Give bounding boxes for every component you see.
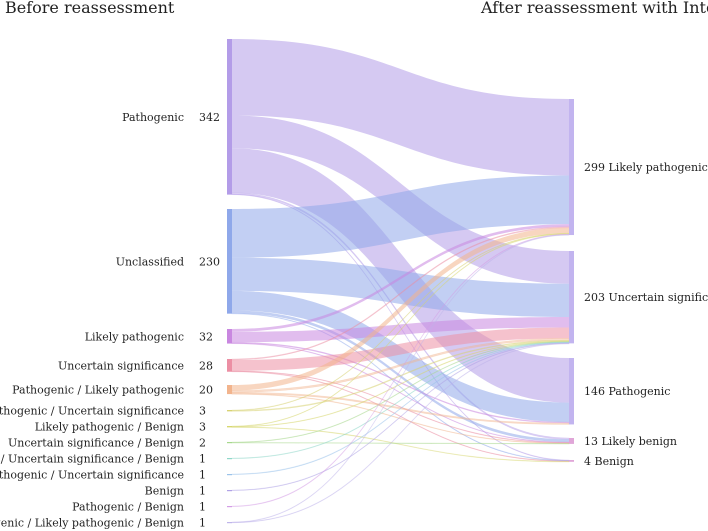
source-node-pusb (227, 458, 232, 460)
flow-usb-to-t_lb (231, 442, 570, 445)
source-count-pus: 3 (199, 405, 206, 418)
target-label-t_b: 4 Benign (584, 455, 634, 468)
source-label-pusb: Pathogenic / Uncertain significance / Be… (0, 453, 184, 466)
flow-path-to-t_lp (232, 39, 569, 176)
source-count-ben: 1 (199, 485, 206, 498)
target-label-t_lp: 299 Likely pathogenic (584, 161, 708, 174)
flow-lpb-to-t_b (231, 426, 570, 463)
source-label-pb: Pathogenic / Benign (72, 501, 184, 514)
source-label-lpb: Likely pathogenic / Benign (35, 421, 184, 434)
source-node-path (227, 39, 232, 195)
source-node-uncl (227, 209, 232, 314)
source-label-lp: Likely pathogenic (85, 330, 184, 343)
flow-uncl-to-t_lp (232, 175, 569, 258)
left-column-title: Before reassessment (5, 0, 175, 17)
flow-uncl-to-t_us (232, 257, 569, 317)
source-count-path: 342 (199, 111, 220, 124)
flow-ben-to-t_us (231, 342, 570, 491)
target-node-t_p (569, 358, 574, 425)
target-node-t_lb (569, 438, 574, 444)
source-node-lp (227, 329, 232, 344)
target-label-t_p: 146 Pathogenic (584, 385, 670, 398)
target-node-t_us (569, 251, 574, 344)
target-node-t_b (569, 460, 574, 462)
source-label-usb: Uncertain significance / Benign (8, 437, 184, 450)
flow-us-to-t_us (232, 327, 569, 371)
flows-layer (231, 39, 570, 524)
source-label-plpb: Pathogenic / Likely pathogenic / Benign (0, 517, 184, 530)
source-node-ben (227, 490, 232, 492)
target-node-t_lp (569, 99, 574, 236)
flow-plpb-to-t_lp (231, 234, 570, 523)
source-node-plp (227, 385, 232, 395)
source-label-lpus: Likely pathogenic / Uncertain significan… (0, 469, 184, 482)
target-label-t_lb: 13 Likely benign (584, 435, 677, 448)
source-label-plp: Pathogenic / Likely pathogenic (12, 384, 184, 397)
source-count-usb: 2 (199, 437, 206, 450)
source-node-us (227, 359, 232, 372)
source-count-us: 28 (199, 359, 213, 372)
labels-layer: Pathogenic 342 Unclassified 230 Likely patho… (0, 111, 708, 530)
source-count-pusb: 1 (199, 453, 206, 466)
source-count-uncl: 230 (199, 255, 220, 268)
source-node-usb (227, 442, 232, 444)
source-label-us: Uncertain significance (58, 359, 184, 372)
nodes-layer (227, 39, 574, 524)
flow-plpb-to-t_us (231, 343, 570, 524)
source-label-pus: Pathogenic / Uncertain significance (0, 405, 184, 418)
source-node-plpb (227, 522, 232, 524)
source-node-lpus (227, 474, 232, 476)
source-label-path: Pathogenic (122, 111, 184, 124)
flow-plp-to-t_lp (232, 227, 569, 391)
source-node-lpb (227, 426, 232, 428)
target-label-t_us: 203 Uncertain significance (584, 291, 708, 304)
right-column-title: After reassessment with InterVar (480, 0, 708, 17)
flow-uncl-to-t_p (232, 290, 569, 423)
source-node-pb (227, 506, 232, 508)
source-count-lp: 32 (199, 330, 213, 343)
source-label-uncl: Unclassified (116, 255, 184, 268)
source-count-pb: 1 (199, 501, 206, 514)
source-count-lpus: 1 (199, 469, 206, 482)
source-node-pus (227, 410, 232, 412)
source-label-ben: Benign (145, 485, 184, 498)
flow-lp-to-t_lp (232, 224, 569, 332)
flow-lp-to-t_us (232, 316, 569, 343)
source-count-plpb: 1 (199, 517, 206, 530)
source-count-lpb: 3 (199, 421, 206, 434)
source-count-plp: 20 (199, 384, 213, 397)
flow-uncl-to-t_lb (232, 310, 569, 443)
